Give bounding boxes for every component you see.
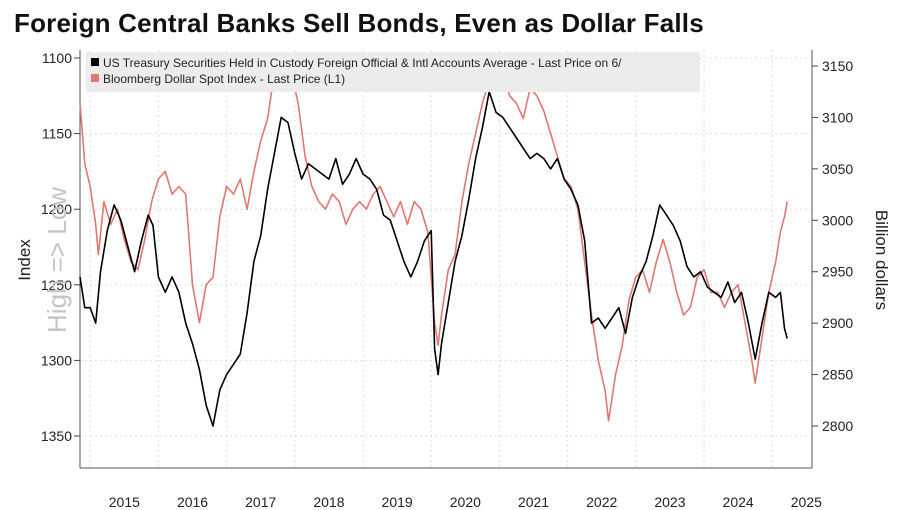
- series-layer: [79, 57, 788, 427]
- x-tick-label: 2021: [518, 494, 549, 510]
- series-line-dollar-index: [79, 57, 788, 422]
- right-tick-label: 2950: [822, 264, 853, 280]
- x-tick-label: 2016: [177, 494, 208, 510]
- x-tick-label: 2017: [245, 494, 276, 510]
- left-tick-label: 1350: [41, 428, 72, 444]
- legend-entry-treasuries: US Treasury Securities Held in Custody F…: [103, 56, 622, 70]
- left-axis-ticks: 1100 1150 1200 1250 1300 1350: [41, 50, 80, 444]
- right-tick-label: 3150: [822, 58, 853, 74]
- right-tick-label: 2850: [822, 367, 853, 383]
- x-tick-label: 2023: [654, 494, 685, 510]
- x-tick-label: 2025: [791, 494, 822, 510]
- series-line-treasuries: [79, 90, 788, 427]
- x-tick-label: 2018: [313, 494, 344, 510]
- x-tick-label: 2020: [450, 494, 481, 510]
- legend-swatch-dollar-index: [91, 74, 99, 82]
- right-tick-label: 2800: [822, 418, 853, 434]
- x-tick-label: 2024: [723, 494, 754, 510]
- right-tick-label: 3050: [822, 161, 853, 177]
- x-axis-ticks: 2015 2016 2017 2018 2019 2020 2021 2022 2023 2024…: [109, 494, 822, 510]
- plot-frame: [79, 50, 813, 469]
- right-axis-title: Billion dollars: [872, 210, 891, 310]
- legend-swatch-treasuries: [91, 58, 99, 66]
- x-tick-label: 2019: [382, 494, 413, 510]
- right-axis-ticks: 2800 2850 2900 2950 3000 3050 3100 3150: [812, 58, 853, 434]
- legend-entry-dollar-index: Bloomberg Dollar Spot Index - Last Price…: [103, 72, 345, 86]
- left-tick-label: 1300: [41, 352, 72, 368]
- left-tick-label: 1250: [41, 277, 72, 293]
- right-tick-label: 2900: [822, 315, 853, 331]
- x-tick-label: 2022: [586, 494, 617, 510]
- left-tick-label: 1200: [41, 201, 72, 217]
- right-tick-label: 3100: [822, 109, 853, 125]
- right-tick-label: 3000: [822, 212, 853, 228]
- left-tick-label: 1100: [42, 50, 72, 66]
- chart-title: Foreign Central Banks Sell Bonds, Even a…: [14, 8, 704, 38]
- left-axis-annotation: High => Low: [42, 187, 72, 333]
- left-axis-title: Index: [15, 239, 34, 281]
- legend: US Treasury Securities Held in Custody F…: [86, 52, 700, 92]
- left-tick-label: 1150: [42, 126, 72, 142]
- x-tick-label: 2015: [109, 494, 140, 510]
- legend-background: [86, 52, 700, 92]
